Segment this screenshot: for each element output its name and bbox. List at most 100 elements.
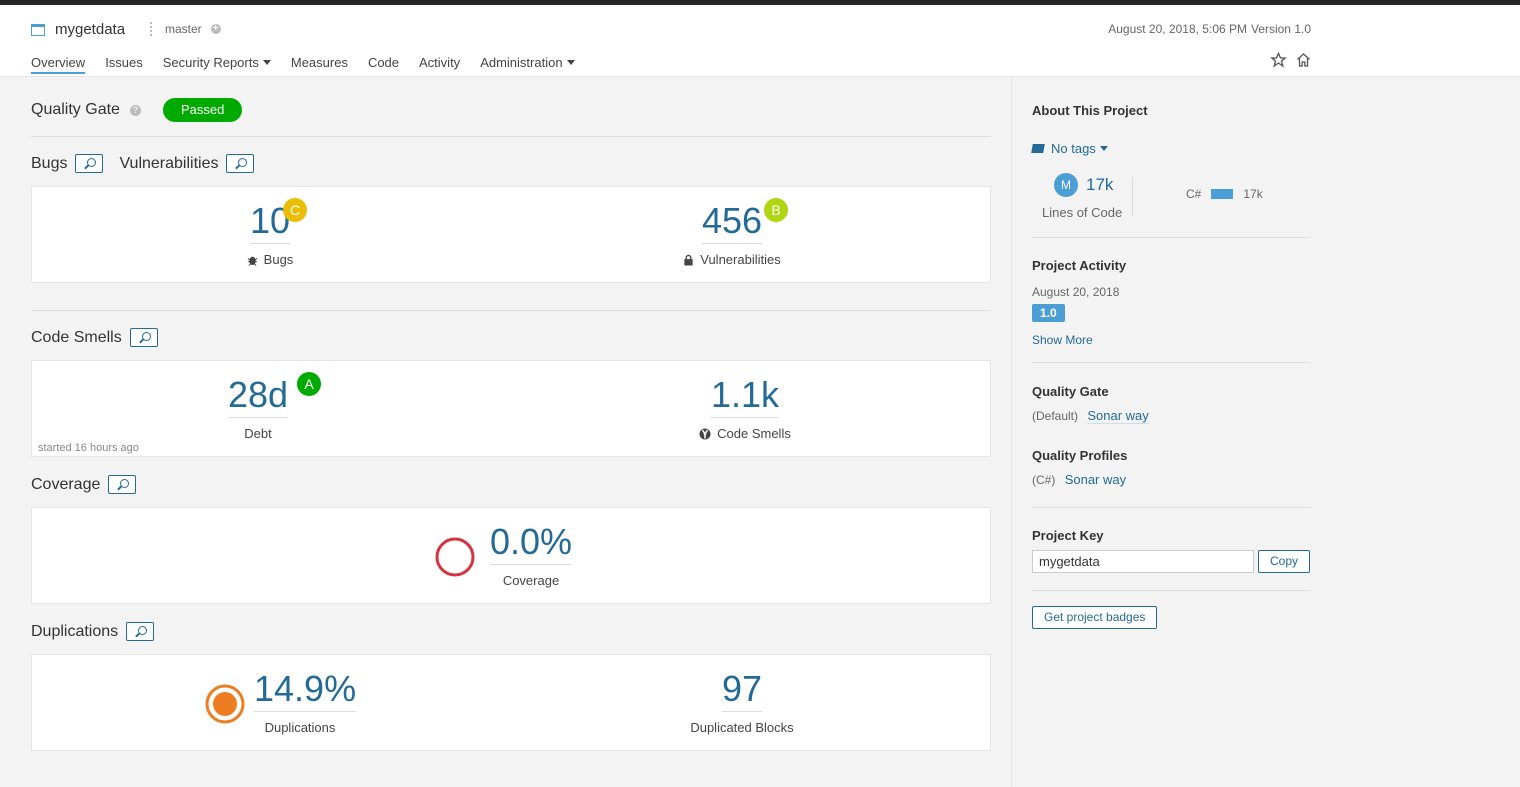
show-more-link[interactable]: Show More	[1032, 333, 1093, 347]
bugs-search-button[interactable]	[75, 154, 104, 173]
project-key-row: Copy	[1032, 550, 1311, 573]
code-smells-search-button[interactable]	[129, 328, 158, 347]
bugs-section-title: Bugs	[31, 154, 68, 172]
debt-measure: 28d Debt	[218, 375, 298, 441]
divider	[1132, 177, 1133, 217]
code-smells-panel: 28d Debt A 1.1k Code Smells started 16 h…	[31, 360, 991, 457]
coverage-panel: 0.0% Coverage	[31, 507, 991, 604]
loc-label: Lines of Code	[1042, 205, 1123, 220]
smells-label: Code Smells	[717, 426, 791, 441]
bugs-rating-badge[interactable]: C	[283, 198, 307, 222]
language-bar	[1211, 189, 1234, 199]
coverage-section-title: Coverage	[31, 475, 101, 493]
dup-blocks-label: Duplicated Blocks	[690, 720, 794, 735]
tab-security-reports-label: Security Reports	[162, 55, 259, 70]
tags-link[interactable]: No tags	[1051, 141, 1096, 156]
duplications-measure: 14.9% Duplications	[254, 669, 357, 735]
tab-administration[interactable]: Administration	[480, 55, 575, 74]
vulns-rating-badge[interactable]: B	[764, 198, 788, 222]
new-code-period-note: started 16 hours ago	[38, 442, 139, 454]
analysis-date: August 20, 2018, 5:06 PM	[1108, 22, 1247, 36]
quality-gate-status-badge: Passed	[162, 98, 243, 122]
project-key-input[interactable]	[1032, 550, 1254, 573]
project-title[interactable]: mygetdata	[31, 21, 125, 38]
duplications-label-row: Duplications	[254, 720, 346, 735]
dup-blocks-measure: 97 Duplicated Blocks	[680, 669, 804, 736]
loc-value[interactable]: 17k	[1086, 175, 1114, 194]
divider	[1032, 507, 1311, 508]
project-header: mygetdata master + August 20, 2018, 5:06…	[0, 5, 1520, 77]
coverage-label-row: Coverage	[488, 573, 574, 588]
duplications-bubble-icon	[205, 684, 245, 724]
version-badge: 1.0	[1032, 304, 1065, 322]
analysis-version: Version 1.0	[1250, 22, 1311, 36]
debt-label-row: Debt	[218, 426, 298, 441]
tab-measures[interactable]: Measures	[290, 55, 348, 70]
get-project-badges-button[interactable]: Get project badges	[1032, 606, 1158, 629]
loc-size-icon: M	[1054, 173, 1078, 197]
branch-selector[interactable]: master +	[150, 22, 221, 36]
project-sidebar: About This Project No tags M 17k Lines o…	[1011, 77, 1520, 787]
loc-summary[interactable]: M 17k	[1054, 173, 1113, 197]
loc-row: M 17k Lines of Code C# 17k	[1032, 173, 1311, 223]
smells-value[interactable]: 1.1k	[710, 375, 780, 418]
bugs-label-row: Bugs	[230, 252, 310, 267]
help-icon[interactable]: ?	[129, 104, 141, 116]
debt-value[interactable]: 28d	[227, 375, 289, 418]
chevron-down-icon	[566, 60, 575, 65]
coverage-donut-icon	[435, 537, 475, 577]
quality-gate-link[interactable]: Sonar way	[1087, 408, 1149, 424]
divider	[1032, 237, 1311, 238]
duplications-search-button[interactable]	[126, 622, 155, 641]
language-name: C#	[1186, 187, 1202, 201]
tag-icon	[1031, 144, 1045, 153]
copy-button[interactable]: Copy	[1258, 550, 1311, 573]
language-loc: 17k	[1243, 187, 1263, 201]
sidebar-quality-gate-title: Quality Gate	[1032, 384, 1109, 399]
smells-label-row: Code Smells	[682, 426, 808, 441]
branch-info-icon[interactable]: +	[210, 24, 221, 34]
code-smells-header: Code Smells	[31, 328, 158, 347]
duplications-value[interactable]: 14.9%	[254, 669, 357, 712]
divider	[31, 136, 991, 137]
coverage-label: Coverage	[502, 573, 560, 588]
vulns-search-button[interactable]	[226, 154, 255, 173]
smells-measure: 1.1k Code Smells	[682, 375, 808, 441]
dup-blocks-value[interactable]: 97	[721, 669, 763, 712]
debt-label: Debt	[244, 426, 272, 441]
divider	[1032, 362, 1311, 363]
tags-row[interactable]: No tags	[1031, 141, 1311, 156]
coverage-measure: 0.0% Coverage	[488, 522, 574, 588]
project-nav: Overview Issues Security Reports Measure…	[31, 55, 595, 74]
activity-title: Project Activity	[1032, 258, 1127, 273]
quality-gate-row: Quality Gate ? Passed	[31, 98, 243, 122]
quality-profile-row: (C#) Sonar way	[1032, 472, 1311, 487]
tab-security-reports[interactable]: Security Reports	[163, 55, 271, 74]
language-breakdown: C# 17k	[1186, 187, 1263, 201]
star-icon[interactable]	[1270, 52, 1287, 68]
project-key-title: Project Key	[1032, 528, 1104, 543]
tab-overview[interactable]: Overview	[31, 55, 86, 74]
coverage-value[interactable]: 0.0%	[489, 522, 573, 565]
chevron-down-icon	[1099, 146, 1108, 151]
tab-activity[interactable]: Activity	[419, 55, 461, 70]
tab-issues[interactable]: Issues	[105, 55, 143, 70]
debt-rating-badge[interactable]: A	[297, 372, 321, 396]
radiation-icon	[699, 428, 711, 439]
activity-version-row: 1.0	[1032, 304, 1311, 322]
vulns-value[interactable]: 456	[701, 201, 763, 244]
quality-profile-link[interactable]: Sonar way	[1064, 472, 1127, 487]
project-name[interactable]: mygetdata	[55, 21, 126, 38]
branch-name[interactable]: master	[165, 22, 202, 36]
home-icon[interactable]	[1295, 52, 1312, 68]
divider	[1032, 590, 1311, 591]
lock-icon	[684, 254, 693, 265]
about-title: About This Project	[1032, 103, 1148, 118]
coverage-search-button[interactable]	[108, 475, 137, 494]
top-strip	[0, 0, 1520, 5]
tab-code[interactable]: Code	[367, 55, 400, 70]
bugs-label: Bugs	[263, 252, 294, 267]
quality-profiles-title: Quality Profiles	[1032, 448, 1128, 463]
gate-default-label: (Default)	[1032, 409, 1079, 423]
bug-icon	[247, 256, 258, 266]
